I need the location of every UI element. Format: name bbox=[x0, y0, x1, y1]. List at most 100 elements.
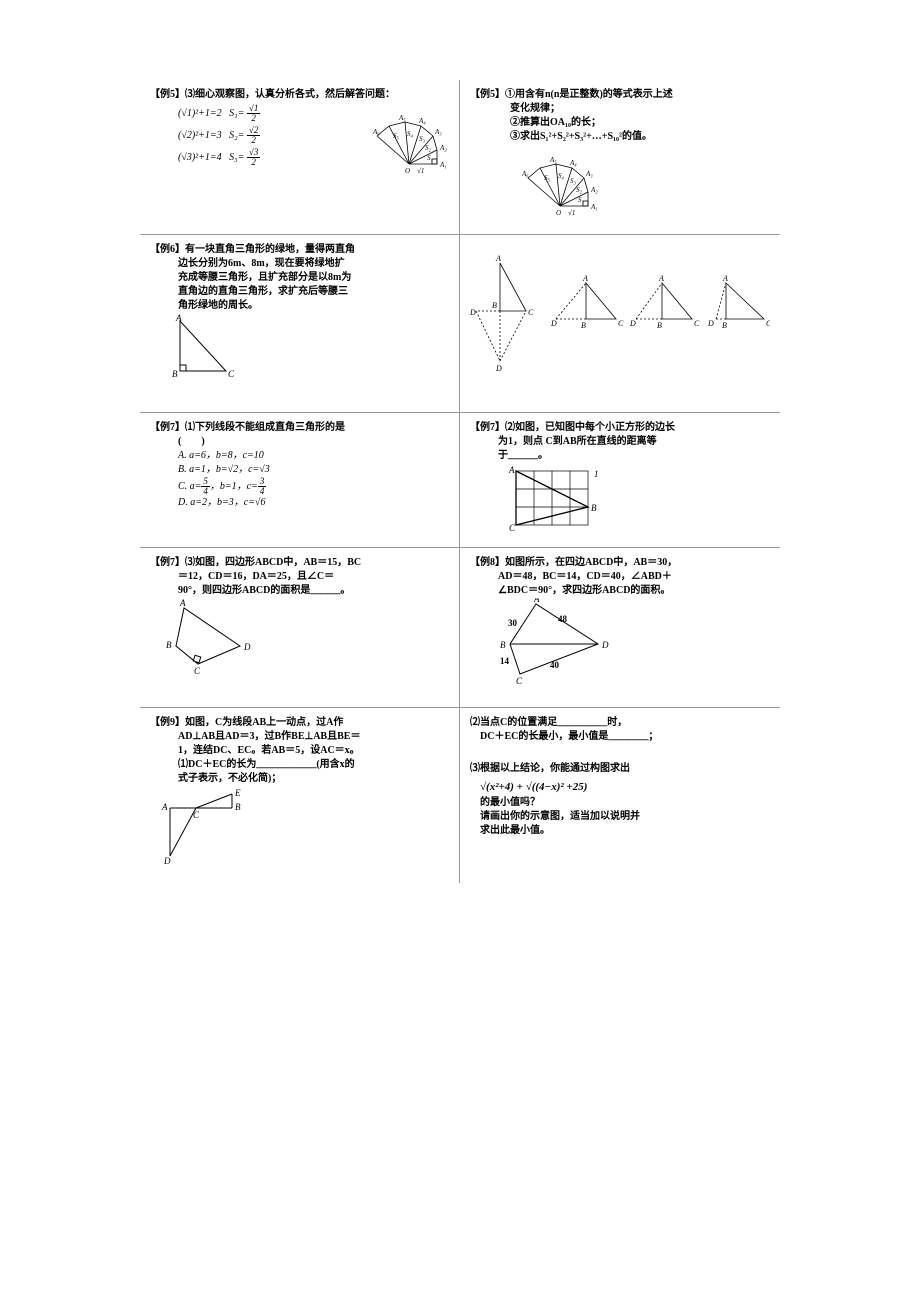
ex6-l5: 角形绿地的周长。 bbox=[150, 299, 449, 313]
lbl-O-r: O bbox=[556, 209, 561, 217]
c2-C: C bbox=[528, 308, 534, 317]
svg-text:A: A bbox=[582, 274, 588, 283]
c2-D: D bbox=[470, 308, 476, 317]
c2-Db: D bbox=[495, 364, 502, 373]
ex9-p3-l2: 请画出你的示意图，适当加以说明并 bbox=[470, 810, 770, 824]
svg-text:B: B bbox=[581, 321, 586, 330]
ex9-p2-l2: DC＋EC的长最小，最小值是＿＿＿＿； bbox=[470, 730, 770, 744]
lbl-A3: A₃ bbox=[434, 128, 442, 136]
ex7-2-l3: 于＿＿＿。 bbox=[470, 449, 770, 463]
lbl-S4: S₄ bbox=[407, 130, 414, 138]
ex6-l1: 【例6】有一块直角三角形的绿地，量得两直角 bbox=[150, 243, 449, 257]
f-d2: 4 bbox=[258, 487, 267, 496]
ex9-p2-l1: ⑵当点C的位置满足＿＿＿＿＿时， bbox=[470, 716, 770, 730]
ex9-p3-l3: 求出此最小值。 bbox=[470, 824, 770, 838]
eq3den: 2 bbox=[249, 158, 258, 167]
row-1: 【例5】⑶细心观察图，认真分析各式，然后解答问题： (√1)²+1=2 S₁= … bbox=[140, 80, 780, 235]
cell-5-left: 【例9】如图，C为线段AB上一动点，过A作 AD⊥AB且AD＝3，过B作BE⊥A… bbox=[140, 708, 460, 883]
ex7-3-l2: ＝12，CD＝16，DA＝25，且∠C＝ bbox=[150, 570, 449, 584]
q-D: D bbox=[243, 642, 251, 652]
q8-D: D bbox=[601, 640, 609, 650]
ex9-l2: AD⊥AB且AD＝3，过B作BE⊥AB且BE＝ bbox=[150, 730, 449, 744]
tri-A: A bbox=[175, 313, 182, 323]
ex7-3-l1: 【例7】⑶如图，四边形ABCD中，AB＝15，BC bbox=[150, 556, 449, 570]
eq1a: (√1)²+1=2 bbox=[178, 108, 222, 119]
gap bbox=[470, 744, 770, 762]
f9-E: E bbox=[234, 788, 241, 798]
ex7-2-l1: 【例7】⑵如图，已知图中每个小正方形的边长 bbox=[470, 421, 770, 435]
ex9-l4: ⑴DC＋EC的长为＿＿＿＿＿＿(用含x的 bbox=[150, 758, 449, 772]
lbl-S1: S₁ bbox=[427, 154, 433, 162]
tri-C: C bbox=[228, 369, 235, 379]
ex8-l3: ∠BDC＝90°，求四边形ABCD的面积。 bbox=[470, 584, 770, 598]
q8-C: C bbox=[516, 676, 523, 686]
ex9-p3-l1: ⑶根据以上结论，你能通过构图求出 bbox=[470, 762, 770, 776]
ex6-cases: A B C D D A D B C bbox=[470, 243, 770, 403]
grid-A: A bbox=[508, 465, 515, 475]
lbl-A4-r: A₄ bbox=[569, 159, 577, 167]
ex5-part1b: 变化规律； bbox=[470, 102, 770, 116]
lbl-S1-r: S₁ bbox=[578, 196, 584, 204]
f9-A: A bbox=[161, 802, 168, 812]
svg-text:D: D bbox=[550, 319, 557, 328]
worksheet-page: 【例5】⑶细心观察图，认真分析各式，然后解答问题： (√1)²+1=2 S₁= … bbox=[140, 80, 780, 930]
svg-text:A: A bbox=[658, 274, 664, 283]
lbl-A2-r: A₂ bbox=[590, 186, 598, 194]
optC-mid: ，b=1，c= bbox=[210, 481, 258, 492]
ex6-l2: 边长分别为6m、8m，现在要将绿地扩 bbox=[150, 257, 449, 271]
lbl-A1-r: A₁ bbox=[590, 203, 598, 211]
ex7-3-l3: 90°，则四边形ABCD的面积是＿＿＿。 bbox=[150, 584, 449, 598]
eq1b: S₁= bbox=[229, 108, 244, 119]
lbl-S5: S₅ bbox=[393, 132, 400, 140]
lbl-A2: A₂ bbox=[439, 144, 447, 152]
ex5-part2: ②推算出OA₁₀的长； bbox=[470, 116, 770, 130]
cell-2-left: 【例6】有一块直角三角形的绿地，量得两直角 边长分别为6m、8m，现在要将绿地扩… bbox=[140, 235, 460, 412]
lbl-S3-r: S₃ bbox=[570, 177, 577, 185]
svg-text:B: B bbox=[722, 321, 727, 330]
lbl-root1: √1 bbox=[417, 167, 424, 175]
s14: 14 bbox=[500, 656, 510, 666]
cell-2-right: A B C D D A D B C bbox=[460, 235, 780, 412]
s48: 48 bbox=[558, 614, 568, 624]
s40: 40 bbox=[550, 660, 560, 670]
lbl-A3-r: A₃ bbox=[585, 170, 593, 178]
lbl-A5: A₅ bbox=[398, 114, 406, 122]
ex7-optD: D. a=2，b=3，c=√6 bbox=[150, 496, 449, 510]
lbl-S2-r: S₂ bbox=[576, 186, 583, 194]
lbl-O: O bbox=[405, 167, 410, 175]
svg-text:D: D bbox=[629, 319, 636, 328]
cell-1-right: 【例5】①用含有n(n是正整数)的等式表示上述 变化规律； ②推算出OA₁₀的长… bbox=[460, 80, 780, 234]
svg-text:C: C bbox=[694, 319, 700, 328]
svg-text:C: C bbox=[766, 319, 770, 328]
f-d1: 4 bbox=[201, 487, 210, 496]
ex5-part3: ③求出S₁²+S₂²+S₃²+…+S₁₀²的值。 bbox=[470, 130, 770, 144]
ex7-3-quad: A B C D bbox=[164, 598, 274, 678]
eq3b: S₃= bbox=[229, 152, 244, 163]
lbl-A5-r: A₅ bbox=[549, 156, 557, 164]
eq2b: S₂= bbox=[229, 130, 244, 141]
row-2: 【例6】有一块直角三角形的绿地，量得两直角 边长分别为6m、8m，现在要将绿地扩… bbox=[140, 235, 780, 413]
ex9-l1: 【例9】如图，C为线段AB上一动点，过A作 bbox=[150, 716, 449, 730]
ex7-optB: B. a=1，b=√2，c=√3 bbox=[150, 463, 449, 477]
f9-C: C bbox=[193, 810, 200, 820]
cell-4-right: 【例8】如图所示，在四边ABCD中，AB＝30， AD＝48，BC＝14，CD＝… bbox=[460, 548, 780, 707]
q-B: B bbox=[166, 640, 172, 650]
cell-4-left: 【例7】⑶如图，四边形ABCD中，AB＝15，BC ＝12，CD＝16，DA＝2… bbox=[140, 548, 460, 707]
ex6-l4: 直角边的直角三角形，求扩充后等腰三 bbox=[150, 285, 449, 299]
ex8-quad: A B C D 30 48 14 40 bbox=[492, 598, 642, 688]
lbl-A1: A₁ bbox=[439, 161, 447, 169]
eq3a: (√3)²+1=4 bbox=[178, 152, 222, 163]
row-3: 【例7】⑴下列线段不能组成直角三角形的是 ( ) A. a=6，b=8，c=10… bbox=[140, 413, 780, 548]
cell-5-right: ⑵当点C的位置满足＿＿＿＿＿时， DC＋EC的长最小，最小值是＿＿＿＿； ⑶根据… bbox=[460, 708, 780, 883]
eq1den: 2 bbox=[249, 114, 258, 123]
lbl-A6: A₆ bbox=[372, 128, 380, 136]
ex8-l2: AD＝48，BC＝14，CD＝40，∠ABD＋ bbox=[470, 570, 770, 584]
f9-B: B bbox=[235, 802, 241, 812]
ex8-l1: 【例8】如图所示，在四边ABCD中，AB＝30， bbox=[470, 556, 770, 570]
grid-C: C bbox=[509, 523, 516, 533]
cell-3-right: 【例7】⑵如图，已知图中每个小正方形的边长 为1，则点 C到AB所在直线的距离等… bbox=[460, 413, 780, 547]
ex9-l3: 1，连结DC、EC。若AB＝5，设AC＝x。 bbox=[150, 744, 449, 758]
ex5-part1: 【例5】①用含有n(n是正整数)的等式表示上述 bbox=[470, 88, 770, 102]
eq2a: (√2)²+1=3 bbox=[178, 130, 222, 141]
ex6-l3: 充成等腰三角形，且扩充部分是以8m为 bbox=[150, 271, 449, 285]
